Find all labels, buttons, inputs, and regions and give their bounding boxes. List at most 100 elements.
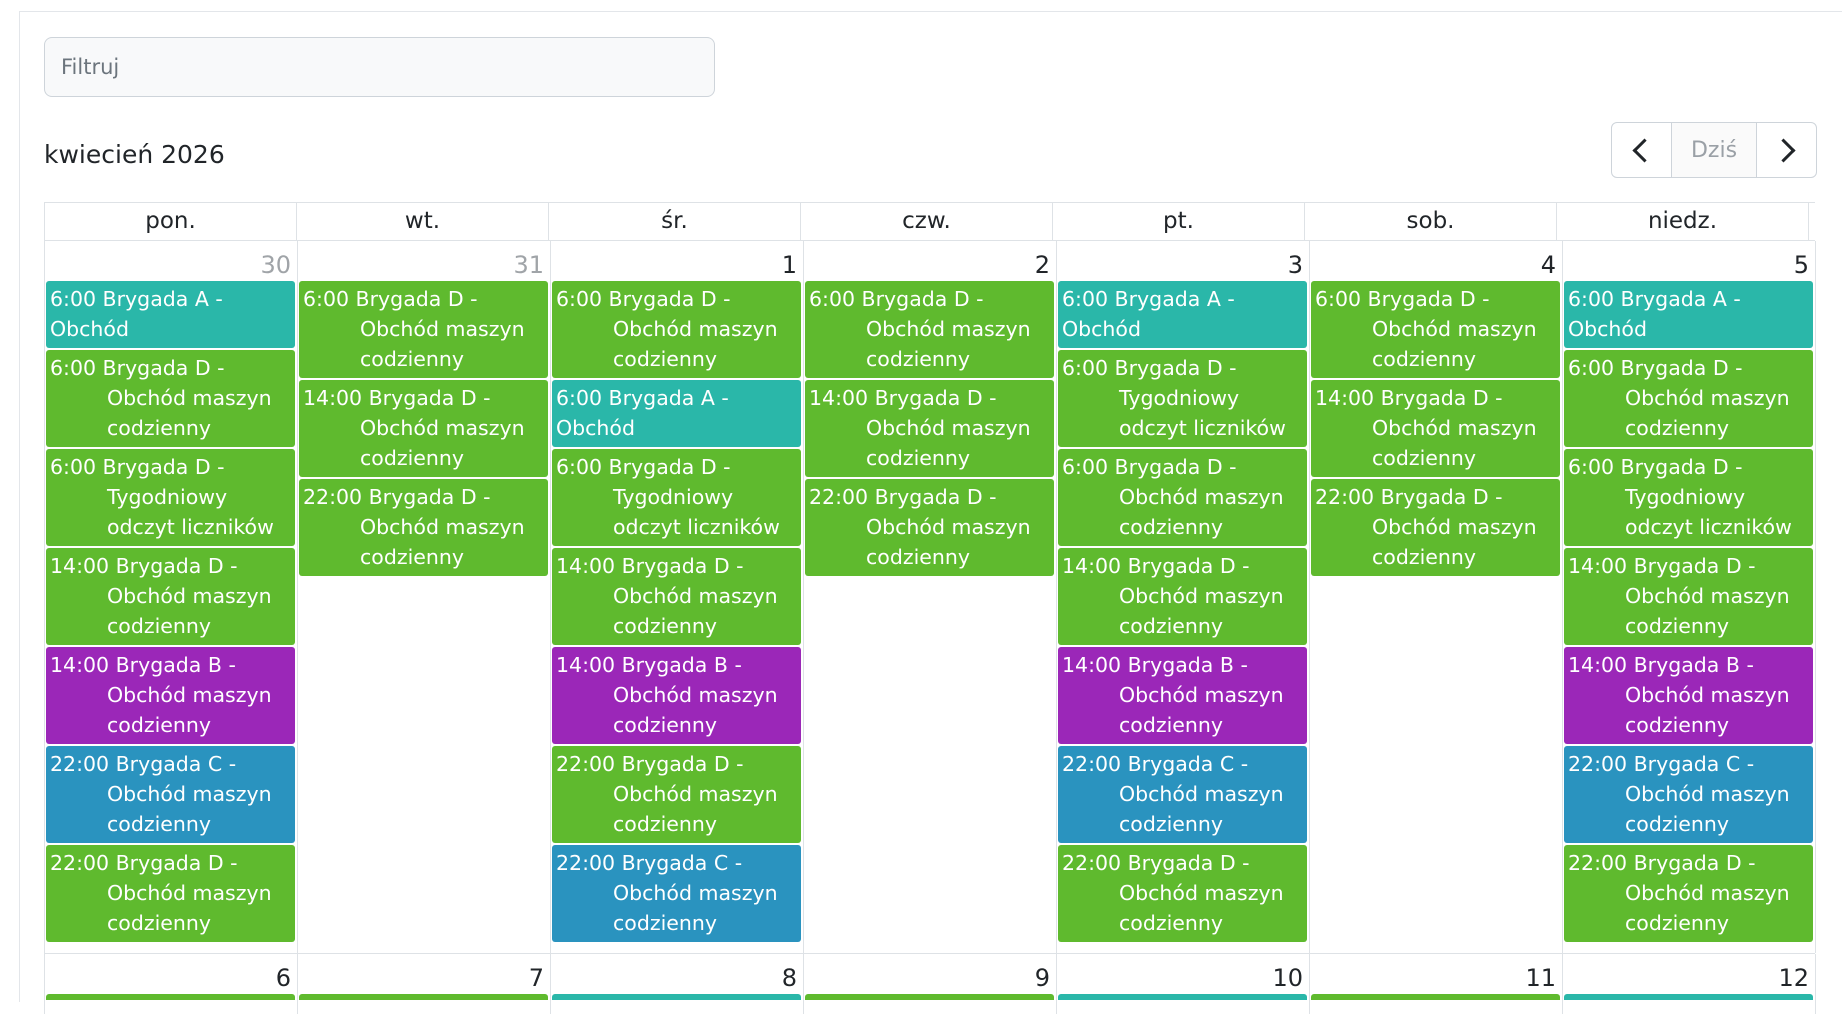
day-number[interactable]: 5 bbox=[1793, 251, 1809, 279]
calendar-event[interactable]: 6:00 Brygada D - Tygodniowy odczyt liczni… bbox=[46, 449, 295, 546]
event-description: Tygodniowy odczyt liczników prądu bbox=[107, 485, 274, 546]
calendar-event[interactable]: 14:00 Brygada D - Obchód maszyn codzienny bbox=[299, 380, 548, 477]
calendar-event[interactable]: 14:00 Brygada B - Obchód maszyn codzienny bbox=[552, 647, 801, 744]
calendar-event[interactable] bbox=[1058, 994, 1307, 1000]
day-cell[interactable]: 9 bbox=[804, 954, 1057, 1014]
day-number[interactable]: 3 bbox=[1287, 251, 1303, 279]
calendar-event[interactable]: 6:00 Brygada D - Obchód maszyn codzienny bbox=[805, 281, 1054, 378]
calendar-event[interactable] bbox=[46, 994, 295, 1000]
event-description: Tygodniowy odczyt liczników prądu bbox=[1119, 386, 1286, 447]
weekday-header-cell: czw. bbox=[801, 203, 1053, 240]
day-cell[interactable]: 2 6:00 Brygada D - Obchód maszyn codzienny… bbox=[804, 241, 1057, 953]
event-description: Obchód maszyn codzienny bbox=[1625, 881, 1790, 935]
calendar-event[interactable]: 14:00 Brygada B - Obchód maszyn codzienny bbox=[1058, 647, 1307, 744]
day-cell[interactable]: 5 6:00 Brygada A - Obchód maszyn codzienny… bbox=[1563, 241, 1816, 953]
event-title-line: 6:00 Brygada A - Obchód bbox=[556, 386, 729, 440]
day-cell[interactable]: 6 bbox=[45, 954, 298, 1014]
event-description: Obchód maszyn codzienny bbox=[1625, 782, 1790, 836]
day-cell[interactable]: 3 6:00 Brygada A - Obchód maszyn codzienny… bbox=[1057, 241, 1310, 953]
calendar-event[interactable]: 6:00 Brygada A - Obchód maszyn codzienny bbox=[1564, 281, 1813, 348]
calendar-event[interactable] bbox=[299, 994, 548, 1000]
event-description: Obchód maszyn codzienny bbox=[613, 317, 778, 371]
calendar-event[interactable]: 14:00 Brygada D - Obchód maszyn codzienny bbox=[1058, 548, 1307, 645]
calendar-event[interactable]: 22:00 Brygada C - Obchód maszyn codzienny bbox=[46, 746, 295, 843]
calendar-event[interactable]: 6:00 Brygada D - Tygodniowy odczyt liczni… bbox=[1058, 350, 1307, 447]
day-number[interactable]: 4 bbox=[1540, 251, 1556, 279]
calendar-event[interactable]: 6:00 Brygada D - Tygodniowy odczyt liczni… bbox=[1564, 449, 1813, 546]
day-cell[interactable]: 31 6:00 Brygada D - Obchód maszyn codzienn… bbox=[298, 241, 551, 953]
calendar-event[interactable]: 22:00 Brygada C - Obchód maszyn codzienny bbox=[1058, 746, 1307, 843]
day-number[interactable]: 1 bbox=[781, 251, 797, 279]
event-title-line: 6:00 Brygada D - bbox=[1062, 356, 1237, 380]
event-description: Obchód maszyn codzienny bbox=[107, 782, 272, 836]
day-cell[interactable]: 8 bbox=[551, 954, 804, 1014]
calendar-event[interactable]: 22:00 Brygada D - Obchód maszyn codzienny bbox=[1058, 845, 1307, 942]
calendar-event[interactable]: 6:00 Brygada A - Obchód maszyn codzienny bbox=[552, 380, 801, 447]
calendar-event[interactable]: 6:00 Brygada D - Obchód maszyn codzienny bbox=[1564, 350, 1813, 447]
day-cell[interactable]: 10 bbox=[1057, 954, 1310, 1014]
calendar-event[interactable]: 14:00 Brygada B - Obchód maszyn codzienny bbox=[46, 647, 295, 744]
event-description: Obchód maszyn codzienny bbox=[1372, 515, 1537, 569]
day-number[interactable]: 31 bbox=[513, 251, 544, 279]
event-description: Obchód maszyn codzienny bbox=[866, 317, 1031, 371]
calendar-event[interactable]: 22:00 Brygada D - Obchód maszyn codzienny bbox=[805, 479, 1054, 576]
calendar-event[interactable]: 22:00 Brygada C - Obchód maszyn codzienny bbox=[552, 845, 801, 942]
weekday-header: pon. wt. śr. czw. pt. sob. niedz. bbox=[44, 202, 1815, 241]
calendar-event[interactable]: 6:00 Brygada A - Obchód maszyn codzienny bbox=[1058, 281, 1307, 348]
calendar-event[interactable]: 14:00 Brygada D - Obchód maszyn codzienny bbox=[552, 548, 801, 645]
calendar-event[interactable]: 22:00 Brygada D - Obchód maszyn codzienny bbox=[299, 479, 548, 576]
calendar-event[interactable]: 14:00 Brygada B - Obchód maszyn codzienny bbox=[1564, 647, 1813, 744]
day-cell[interactable]: 1 6:00 Brygada D - Obchód maszyn codzienny… bbox=[551, 241, 804, 953]
event-title-line: 22:00 Brygada D - bbox=[50, 851, 238, 875]
left-divider bbox=[19, 11, 20, 1002]
calendar-event[interactable] bbox=[1311, 994, 1560, 1000]
filter-input[interactable] bbox=[44, 37, 715, 97]
calendar-event[interactable] bbox=[552, 994, 801, 1000]
event-title-line: 6:00 Brygada D - bbox=[1062, 455, 1237, 479]
calendar-event[interactable]: 6:00 Brygada A - Obchód maszyn codzienny bbox=[46, 281, 295, 348]
day-number[interactable]: 10 bbox=[1272, 964, 1303, 992]
calendar-event[interactable]: 6:00 Brygada D - Obchód maszyn codzienny bbox=[46, 350, 295, 447]
calendar-event[interactable]: 6:00 Brygada D - Obchód maszyn codzienny bbox=[1058, 449, 1307, 546]
day-cell[interactable]: 7 bbox=[298, 954, 551, 1014]
prev-month-button[interactable] bbox=[1611, 122, 1672, 178]
day-number[interactable]: 9 bbox=[1034, 964, 1050, 992]
calendar-event[interactable]: 22:00 Brygada D - Obchód maszyn codzienny bbox=[46, 845, 295, 942]
calendar-event[interactable]: 6:00 Brygada D - Tygodniowy odczyt liczni… bbox=[552, 449, 801, 546]
calendar-event[interactable]: 22:00 Brygada C - Obchód maszyn codzienny bbox=[1564, 746, 1813, 843]
calendar-event[interactable]: 6:00 Brygada D - Obchód maszyn codzienny bbox=[299, 281, 548, 378]
day-cell[interactable]: 4 6:00 Brygada D - Obchód maszyn codzienny… bbox=[1310, 241, 1563, 953]
calendar-event[interactable] bbox=[1564, 994, 1813, 1000]
calendar-event[interactable]: 22:00 Brygada D - Obchód maszyn codzienny bbox=[1564, 845, 1813, 942]
next-month-button[interactable] bbox=[1756, 122, 1817, 178]
day-events: 6:00 Brygada D - Obchód maszyn codzienny 1… bbox=[299, 281, 548, 576]
calendar-event[interactable]: 14:00 Brygada D - Obchód maszyn codzienny bbox=[1564, 548, 1813, 645]
event-title-line: 22:00 Brygada D - bbox=[1315, 485, 1503, 509]
day-cell[interactable]: 11 bbox=[1310, 954, 1563, 1014]
month-title: kwiecień 2026 bbox=[44, 140, 225, 169]
day-number[interactable]: 8 bbox=[781, 964, 797, 992]
day-number[interactable]: 11 bbox=[1525, 964, 1556, 992]
day-cell[interactable]: 12 bbox=[1563, 954, 1816, 1014]
weekday-header-cell: śr. bbox=[549, 203, 801, 240]
calendar-event[interactable]: 6:00 Brygada D - Obchód maszyn codzienny bbox=[1311, 281, 1560, 378]
calendar-event[interactable]: 14:00 Brygada D - Obchód maszyn codzienny bbox=[1311, 380, 1560, 477]
day-number[interactable]: 6 bbox=[275, 964, 291, 992]
calendar-event[interactable]: 14:00 Brygada D - Obchód maszyn codzienny bbox=[46, 548, 295, 645]
day-cell[interactable]: 30 6:00 Brygada A - Obchód maszyn codzienn… bbox=[45, 241, 298, 953]
event-description: maszyn codzienny bbox=[1062, 344, 1305, 348]
calendar-event[interactable]: 6:00 Brygada D - Obchód maszyn codzienny bbox=[552, 281, 801, 378]
calendar-event[interactable]: 22:00 Brygada D - Obchód maszyn codzienny bbox=[552, 746, 801, 843]
day-number[interactable]: 7 bbox=[528, 964, 544, 992]
event-title-line: 14:00 Brygada D - bbox=[1062, 554, 1250, 578]
event-description: Obchód maszyn codzienny bbox=[360, 515, 525, 569]
day-number[interactable]: 30 bbox=[260, 251, 291, 279]
today-button[interactable]: Dziś bbox=[1672, 122, 1756, 178]
calendar-event[interactable] bbox=[805, 994, 1054, 1000]
calendar-event[interactable]: 14:00 Brygada D - Obchód maszyn codzienny bbox=[805, 380, 1054, 477]
day-number[interactable]: 12 bbox=[1778, 964, 1809, 992]
event-description: Obchód maszyn codzienny bbox=[1119, 683, 1284, 737]
day-number[interactable]: 2 bbox=[1034, 251, 1050, 279]
calendar-event[interactable]: 22:00 Brygada D - Obchód maszyn codzienny bbox=[1311, 479, 1560, 576]
